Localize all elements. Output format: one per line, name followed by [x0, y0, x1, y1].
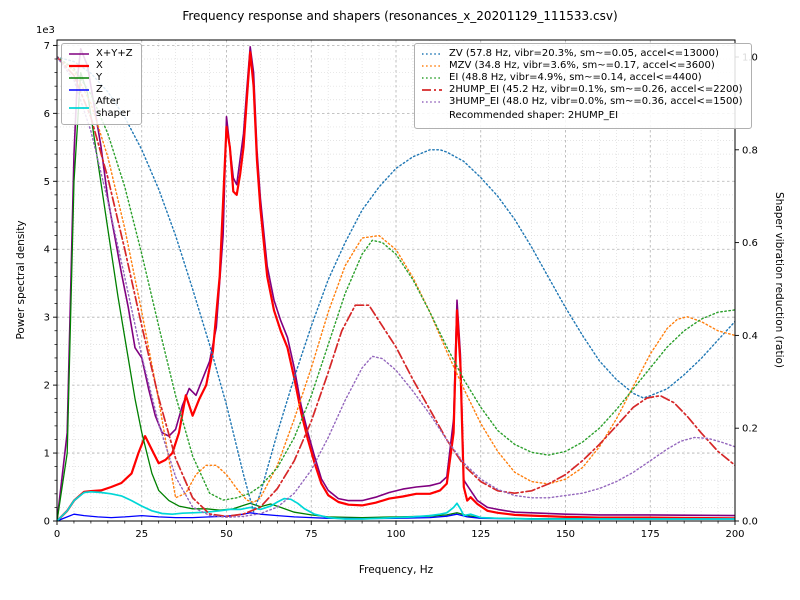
x-curve — [57, 51, 735, 521]
y-legend-label: Y — [96, 72, 103, 83]
legend-item-z: Z — [68, 84, 133, 96]
mzv-curve — [57, 56, 735, 504]
x-tick-label: 0 — [54, 529, 60, 540]
3hump-ei-curve — [57, 56, 735, 518]
x-tick-label: 25 — [135, 529, 148, 540]
legend-item-zv: ZV (57.8 Hz, vibr=20.3%, sm~=0.05, accel… — [421, 48, 743, 60]
y-left-tick-label: 5 — [44, 177, 50, 188]
mzv-legend-line — [422, 65, 442, 67]
legend-item-x: X — [68, 60, 133, 72]
x-plus-y-plus-z-legend-line — [69, 53, 89, 55]
mzv-legend-label: MZV (34.8 Hz, vibr=3.6%, sm~=0.17, accel… — [449, 60, 715, 71]
chart-title: Frequency response and shapers (resonanc… — [182, 9, 618, 23]
z-curve — [57, 512, 735, 521]
legend-item-x-plus-y-plus-z: X+Y+Z — [68, 48, 133, 60]
legend-item-3hump-ei: 3HUMP_EI (48.0 Hz, vibr=0.0%, sm~=0.36, … — [421, 96, 743, 108]
x-tick-label: 50 — [220, 529, 233, 540]
y-left-tick-label: 2 — [44, 381, 50, 392]
legend-item-ei: EI (48.8 Hz, vibr=4.9%, sm~=0.14, accel<… — [421, 72, 743, 84]
y-left-tick-label: 7 — [44, 41, 50, 52]
legend-item-y: Y — [68, 72, 133, 84]
legend-item-2hump-ei: 2HUMP_EI (45.2 Hz, vibr=0.1%, sm~=0.26, … — [421, 84, 743, 96]
x-tick-label: 125 — [471, 529, 490, 540]
2hump-ei-curve — [57, 56, 735, 518]
after-shaper-legend-line — [69, 107, 89, 109]
y-axis-label-right: Shaper vibration reduction (ratio) — [773, 191, 785, 369]
x-tick-label: 75 — [305, 529, 318, 540]
recommended-shaper-text: Recommended shaper: 2HUMP_EI — [449, 110, 619, 121]
2hump-ei-legend-label: 2HUMP_EI (45.2 Hz, vibr=0.1%, sm~=0.26, … — [449, 84, 743, 95]
x-tick-label: 175 — [641, 529, 660, 540]
zv-legend-label: ZV (57.8 Hz, vibr=20.3%, sm~=0.05, accel… — [449, 48, 719, 59]
y-left-tick-label: 1 — [44, 449, 50, 460]
y-axis-label-left: Power spectral density — [15, 220, 27, 340]
y-right-tick-label: 0.2 — [742, 424, 758, 435]
y-right-tick-label: 0.0 — [742, 517, 758, 528]
x-axis-label: Frequency, Hz — [358, 564, 434, 576]
2hump-ei-legend-line — [422, 89, 442, 91]
legend-shapers: ZV (57.8 Hz, vibr=20.3%, sm~=0.05, accel… — [414, 43, 752, 129]
y-left-tick-label: 3 — [44, 313, 50, 324]
x-legend-line — [69, 64, 89, 68]
after-shaper-legend-label: After shaper — [96, 96, 131, 119]
y-right-tick-label: 0.6 — [742, 238, 758, 249]
z-legend-label: Z — [96, 84, 103, 95]
y-left-tick-label: 0 — [44, 517, 50, 528]
ei-legend-line — [422, 77, 442, 79]
3hump-ei-legend-label: 3HUMP_EI (48.0 Hz, vibr=0.0%, sm~=0.36, … — [449, 96, 743, 107]
legend-item-mzv: MZV (34.8 Hz, vibr=3.6%, sm~=0.17, accel… — [421, 60, 743, 72]
y-left-tick-label: 6 — [44, 109, 50, 120]
ei-curve — [57, 56, 735, 501]
x-tick-label: 100 — [386, 529, 405, 540]
zv-legend-line — [422, 53, 442, 55]
y-right-tick-label: 0.4 — [742, 331, 758, 342]
y-left-tick-label: 4 — [44, 245, 50, 256]
y-axis-offset-text: 1e3 — [36, 25, 55, 36]
y-right-tick-label: 0.8 — [742, 145, 758, 156]
legend-item-after-shaper: After shaper — [68, 96, 133, 120]
x-tick-label: 150 — [556, 529, 575, 540]
x-tick-label: 200 — [725, 529, 744, 540]
x-plus-y-plus-z-legend-label: X+Y+Z — [96, 48, 133, 59]
ei-legend-label: EI (48.8 Hz, vibr=4.9%, sm~=0.14, accel<… — [449, 72, 702, 83]
z-legend-line — [69, 89, 89, 91]
y-legend-line — [69, 77, 89, 79]
legend-psd: X+Y+Z X Y Z After shaper — [61, 43, 142, 125]
x-legend-label: X — [96, 60, 103, 71]
3hump-ei-legend-line — [422, 101, 442, 103]
